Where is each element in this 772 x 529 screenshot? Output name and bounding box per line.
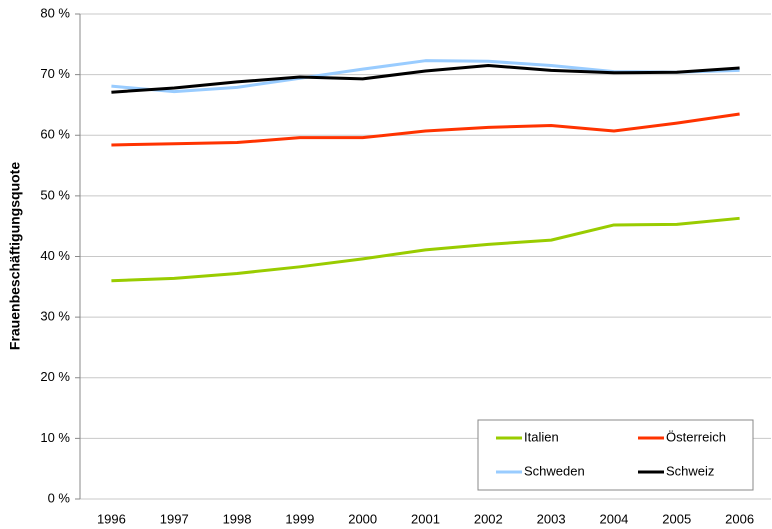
x-tick-label: 1999 [285, 511, 314, 526]
y-tick-label: 20 % [40, 369, 70, 384]
x-tick-label: 1997 [160, 511, 189, 526]
series-line [111, 64, 740, 94]
y-tick-label: 80 % [40, 5, 70, 20]
y-tick-label: 0 % [48, 490, 71, 505]
x-tick-label: 2005 [662, 511, 691, 526]
series-line [111, 216, 740, 283]
legend-label: Österreich [666, 429, 726, 444]
legend-box [477, 419, 754, 491]
y-axis-label: Frauenbeschäftigungsquote [7, 162, 23, 350]
x-tick-label: 2004 [599, 511, 628, 526]
x-tick-label: 1998 [223, 511, 252, 526]
x-tick-label: 2003 [537, 511, 566, 526]
legend-label: Schweiz [666, 463, 714, 478]
x-tick-label: 2006 [725, 511, 754, 526]
legend-label: Schweden [524, 463, 585, 478]
x-tick-label: 2000 [348, 511, 377, 526]
legend-label: Italien [524, 429, 559, 444]
series-line [111, 112, 740, 147]
y-tick-label: 40 % [40, 248, 70, 263]
y-tick-label: 60 % [40, 127, 70, 142]
x-tick-label: 1996 [97, 511, 126, 526]
x-tick-label: 2002 [474, 511, 503, 526]
x-tick-label: 2001 [411, 511, 440, 526]
y-tick-label: 70 % [40, 66, 70, 81]
y-tick-label: 30 % [40, 309, 70, 324]
y-tick-label: 10 % [40, 430, 70, 445]
series-line [111, 59, 740, 94]
y-tick-label: 50 % [40, 187, 70, 202]
